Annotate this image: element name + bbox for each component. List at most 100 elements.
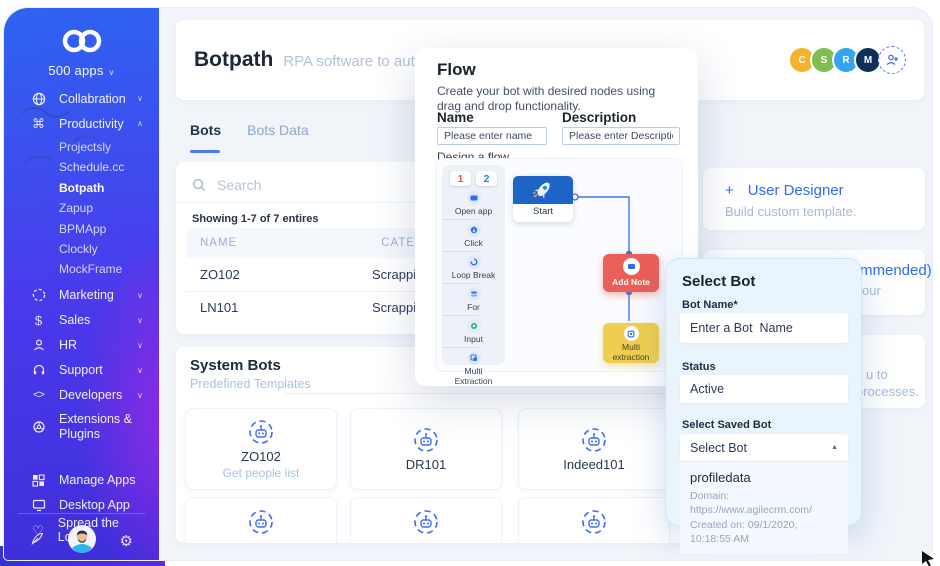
sidebar-item-extensions[interactable]: Extensions & Plugins: [4, 408, 159, 446]
sidebar-item-botpath[interactable]: Botpath: [59, 180, 105, 195]
palette-item-label: For: [467, 302, 480, 312]
chevron-down-icon: ∨: [137, 390, 143, 400]
add-person-icon: [886, 54, 898, 65]
cell-name: ZO102: [200, 267, 240, 282]
palette-item-multi-extraction[interactable]: Multi Extraction: [442, 351, 505, 386]
add-note-node[interactable]: Add Note: [603, 254, 659, 292]
flow-canvas[interactable]: 1 2 Open app Click Loop B: [435, 158, 683, 386]
sidebar: 500 apps ∨ Collabration ∨ ⌘ Productivity …: [4, 8, 159, 560]
results-count: Showing 1-7 of 7 entires: [192, 213, 319, 225]
search-input[interactable]: [215, 176, 419, 194]
sidebar-item-productivity[interactable]: ⌘ Productivity ∧: [4, 111, 159, 136]
sidebar-item-hr[interactable]: HR ∨: [4, 333, 159, 358]
sidebar-item-collabration[interactable]: Collabration ∨: [4, 86, 159, 111]
palette-tab-1[interactable]: 1: [450, 171, 471, 186]
gear-icon[interactable]: ⚙: [119, 533, 133, 550]
status-value: Active: [690, 382, 725, 396]
bot-template-card[interactable]: ZO102 Get people list: [185, 408, 337, 490]
bot-template-card[interactable]: [185, 497, 337, 543]
sidebar-item-bpmapp[interactable]: BPMApp: [59, 221, 107, 236]
palette-item-label: Loop Break: [451, 270, 496, 280]
select-bot-title: Select Bot: [682, 273, 756, 290]
compass-icon: [30, 288, 47, 302]
sidebar-item-label: HR: [59, 338, 78, 353]
palette-item-input[interactable]: Input: [442, 319, 505, 344]
robot-icon: [582, 427, 606, 452]
chevron-down-icon: ∨: [137, 94, 143, 103]
sidebar-item-mockframe[interactable]: MockFrame: [59, 262, 123, 277]
divider: [284, 393, 676, 394]
robot-icon: [414, 427, 438, 452]
node-palette: 1 2 Open app Click Loop B: [442, 165, 505, 386]
sidebar-item-label: Manage Apps: [59, 473, 136, 488]
palette-item-loop-break[interactable]: Loop Break: [442, 255, 505, 280]
tab-bots[interactable]: Bots: [190, 122, 222, 138]
bot-name-label: Bot Name*: [682, 299, 738, 311]
option-domain: Domain: https://www.agilecrm.com/: [690, 490, 812, 516]
sidebar-item-schedulecc[interactable]: Schedule.cc: [59, 160, 125, 175]
flow-name-input[interactable]: [437, 127, 547, 145]
sidebar-item-support[interactable]: Support ∨: [4, 358, 159, 383]
user-designer-card[interactable]: + User Designer Build custom template.: [703, 168, 925, 230]
feather-icon[interactable]: [30, 531, 45, 551]
table-row[interactable]: LN101 Scrappi: [186, 291, 682, 324]
saved-bot-value: Select Bot: [690, 440, 747, 455]
sidebar-item-developers[interactable]: <> Developers ∨: [4, 383, 159, 408]
sidebar-item-sales[interactable]: $ Sales ∨: [4, 308, 159, 333]
palette-item-click[interactable]: Click: [442, 223, 505, 248]
user-designer-label: User Designer: [747, 182, 844, 199]
loop-break-icon: [466, 255, 481, 269]
status-select[interactable]: Active: [680, 375, 848, 403]
app-logo[interactable]: 500 apps ∨: [4, 28, 159, 78]
sidebar-item-manage-apps[interactable]: Manage Apps: [4, 468, 159, 493]
multi-extraction-node[interactable]: Multi extraction: [603, 323, 659, 363]
globe-icon: [30, 92, 47, 106]
info-text-fragment: processes.: [856, 384, 919, 399]
sidebar-item-marketing[interactable]: Marketing ∨: [4, 283, 159, 308]
click-icon: [466, 223, 481, 237]
system-bots-subtitle: Predefined Templates: [190, 377, 311, 391]
palette-item-open-app[interactable]: Open app: [442, 191, 505, 216]
bot-template-card[interactable]: DR101: [350, 408, 502, 490]
tab-bots-data[interactable]: Bots Data: [247, 122, 309, 138]
sidebar-item-desktop-app[interactable]: Desktop App: [4, 493, 159, 518]
sidebar-item-label: Productivity: [59, 116, 124, 131]
saved-bot-option[interactable]: profiledata Domain: https://www.agilecrm…: [680, 461, 848, 554]
recommended-desc-fragment: our: [862, 283, 881, 298]
bot-template-card[interactable]: [518, 497, 670, 543]
start-node[interactable]: Start: [513, 176, 573, 222]
chevron-down-icon: ∨: [137, 315, 143, 325]
avatar-group: C S R M: [788, 46, 906, 74]
chevron-up-icon: ∧: [137, 119, 143, 128]
app-window: 500 apps ∨ Collabration ∨ ⌘ Productivity …: [4, 8, 932, 560]
note-icon: [622, 258, 640, 275]
option-name: profiledata: [690, 470, 751, 485]
logo-label-row[interactable]: 500 apps ∨: [4, 63, 159, 78]
palette-item-label: Open app: [454, 206, 493, 216]
sidebar-item-label: Developers: [59, 388, 123, 403]
bot-name-input[interactable]: [680, 313, 848, 343]
add-user-button[interactable]: [878, 46, 906, 74]
recommended-text-fragment: mmended): [860, 262, 932, 279]
sidebar-item-clockly[interactable]: Clockly: [59, 241, 98, 256]
robot-icon: [249, 419, 273, 444]
flow-description-input[interactable]: [562, 127, 680, 145]
code-icon: <>: [33, 388, 45, 401]
bot-template-card[interactable]: Indeed101: [518, 408, 670, 490]
extraction-icon: [623, 326, 639, 341]
user-designer-desc: Build custom template.: [725, 204, 857, 219]
chevron-down-icon: ∨: [137, 290, 143, 300]
sidebar-item-zapup[interactable]: Zapup: [59, 201, 94, 216]
palette-item-label: Multi Extraction: [454, 366, 493, 386]
palette-tab-2[interactable]: 2: [476, 171, 497, 186]
user-avatar[interactable]: [67, 524, 97, 559]
multi-extraction-icon: [466, 351, 481, 365]
cell-category: Scrappi: [372, 300, 417, 315]
robot-icon: [414, 510, 438, 534]
bot-card-desc: Get people list: [222, 465, 300, 480]
sidebar-item-projectsly[interactable]: Projectsly: [59, 140, 112, 154]
bot-template-card[interactable]: [350, 497, 502, 543]
palette-item-for[interactable]: For: [442, 287, 505, 312]
saved-bot-select[interactable]: Select Bot ▲: [680, 434, 848, 461]
name-label: Name: [437, 110, 474, 125]
